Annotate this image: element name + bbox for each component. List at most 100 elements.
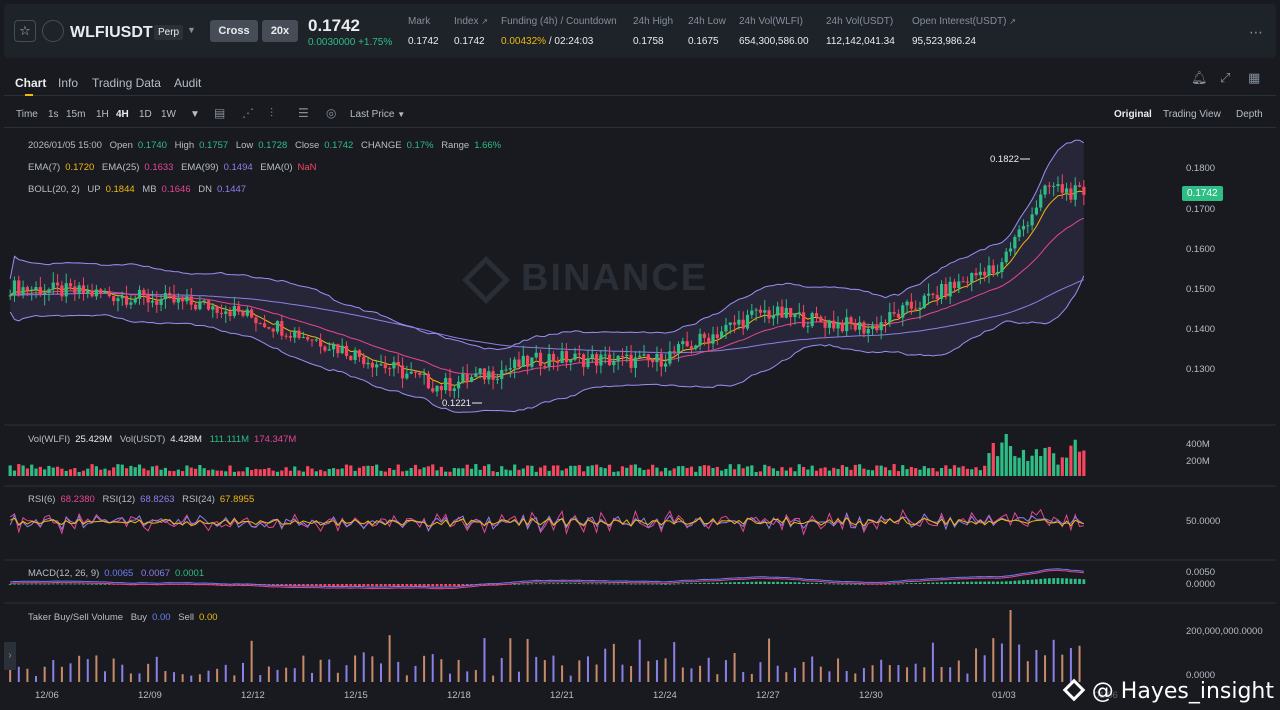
chart-canvas[interactable]	[4, 130, 1276, 706]
macd-hist-bar	[370, 584, 374, 587]
interval-15m[interactable]: 15m	[66, 109, 86, 120]
volume-bar	[1034, 449, 1039, 476]
bell-icon[interactable]: 🔔︎	[1191, 70, 1208, 85]
volume-bar	[806, 469, 810, 476]
more-icon[interactable]: ⋯	[1249, 24, 1264, 40]
candle-body	[513, 359, 517, 369]
taker-volume-bar	[975, 648, 978, 682]
price-type-select[interactable]: Last Price ▼	[350, 109, 406, 120]
volume-bar	[55, 466, 60, 476]
volume-bar	[383, 471, 387, 476]
candle-body	[25, 287, 30, 291]
chevron-down-icon[interactable]: ▼	[190, 109, 200, 120]
volume-bar	[400, 471, 405, 476]
candle-body	[879, 322, 883, 331]
stat-open-interest[interactable]: Open Interest(USDT) ↗ 95,523,986.24	[912, 16, 1016, 47]
x-axis-tick: 01/03	[992, 690, 1016, 701]
volume-bar	[560, 470, 564, 476]
taker-volume-bar	[897, 665, 900, 682]
candle-type-icon[interactable]: ⫶	[270, 106, 274, 120]
macd-hist-bar	[884, 584, 887, 585]
indicator-icon[interactable]: ⋰	[242, 106, 254, 120]
price-axis-tick: 0.1300	[1186, 364, 1216, 375]
candle-body	[836, 322, 840, 329]
target-icon[interactable]: ◎	[326, 106, 337, 120]
candle-body	[918, 307, 922, 309]
stat-24h-vol-base: 24h Vol(WLFI) 654,300,586.00	[739, 16, 809, 47]
candle-body	[323, 346, 327, 351]
chart-area[interactable]: BINANCE 2026/01/05 15:00 Open 0.1740 High…	[4, 130, 1276, 706]
macd-axis-tick: 0.0000	[1186, 579, 1216, 590]
volume-bar	[862, 468, 866, 476]
macd-hist-bar	[526, 583, 529, 585]
volume-bar	[651, 464, 655, 476]
taker-volume-bar	[69, 663, 72, 682]
stat-index[interactable]: Index ↗ 0.1742	[454, 16, 488, 47]
taker-volume-bar	[224, 664, 227, 682]
calendar-icon[interactable]: ▤	[214, 106, 226, 120]
volume-bar	[961, 466, 965, 476]
candle-body	[651, 359, 655, 363]
volume-bar	[1043, 447, 1047, 476]
volume-bar	[60, 468, 64, 476]
star-icon[interactable]: ☆	[14, 20, 36, 42]
taker-volume-bar	[880, 659, 883, 682]
macd-hist-bar	[94, 583, 98, 585]
price-change: 0.0030000 +1.75%	[308, 37, 393, 48]
candle-body	[336, 344, 340, 354]
candle-body	[750, 310, 754, 315]
view-trading-view[interactable]: Trading View	[1163, 109, 1221, 120]
tab-trading-data[interactable]: Trading Data	[92, 76, 161, 90]
taker-volume-bar	[285, 667, 288, 682]
settings-icon[interactable]: ☰	[298, 106, 309, 120]
view-original[interactable]: Original	[1114, 109, 1152, 120]
macd-hist-bar	[599, 583, 603, 585]
volume-bar	[396, 464, 400, 476]
tab-info[interactable]: Info	[58, 76, 79, 90]
macd-hist-bar	[922, 582, 926, 584]
volume-bar	[25, 468, 30, 476]
volume-bar	[737, 464, 741, 476]
macd-hist-bar	[685, 583, 689, 585]
candle-body	[952, 281, 957, 288]
macd-hist-bar	[379, 584, 383, 587]
grid-layout-icon[interactable]: ▦	[1248, 70, 1261, 85]
boll-lower-line	[9, 275, 1085, 413]
taker-legend: Taker Buy/Sell Volume Buy 0.00 Sell 0.00	[28, 612, 218, 623]
taker-volume-bar	[742, 672, 745, 682]
volume-bar	[819, 468, 823, 476]
candle-body	[534, 352, 538, 358]
candle-body	[435, 385, 439, 392]
chevron-down-icon[interactable]: ▼	[187, 25, 196, 35]
interval-1h[interactable]: 1H	[96, 109, 109, 120]
volume-bar	[892, 464, 896, 476]
leverage-button[interactable]: 20x	[262, 20, 298, 42]
candle-body	[909, 301, 913, 309]
volume-bar	[939, 468, 944, 476]
volume-bar	[198, 465, 202, 476]
view-depth[interactable]: Depth	[1236, 109, 1263, 120]
candle-body	[129, 302, 133, 305]
symbol-name[interactable]: WLFIUSDT	[70, 24, 153, 41]
margin-mode-button[interactable]: Cross	[210, 20, 258, 42]
macd-hist-bar	[319, 584, 323, 586]
expand-icon[interactable]: ⤢	[1220, 70, 1231, 85]
interval-1w[interactable]: 1W	[161, 109, 176, 120]
volume-bar	[590, 465, 594, 476]
volume-bar	[250, 470, 254, 476]
candle-body	[43, 292, 47, 295]
tab-chart[interactable]: Chart	[15, 76, 47, 96]
chevron-right-icon[interactable]: ›	[4, 642, 16, 670]
interval-4h[interactable]: 4H	[116, 109, 129, 120]
macd-hist-bar	[1026, 579, 1030, 584]
interval-1s[interactable]: 1s	[48, 109, 59, 120]
tab-audit[interactable]: Audit	[174, 76, 202, 90]
macd-hist-bar	[427, 584, 430, 587]
candle-body	[215, 306, 219, 313]
interval-1d[interactable]: 1D	[139, 109, 152, 120]
volume-bar	[663, 467, 668, 476]
volume-bar	[957, 467, 961, 476]
candle-body	[905, 301, 909, 306]
macd-hist-bar	[694, 583, 698, 584]
low-annotation: 0.1221	[442, 398, 472, 409]
